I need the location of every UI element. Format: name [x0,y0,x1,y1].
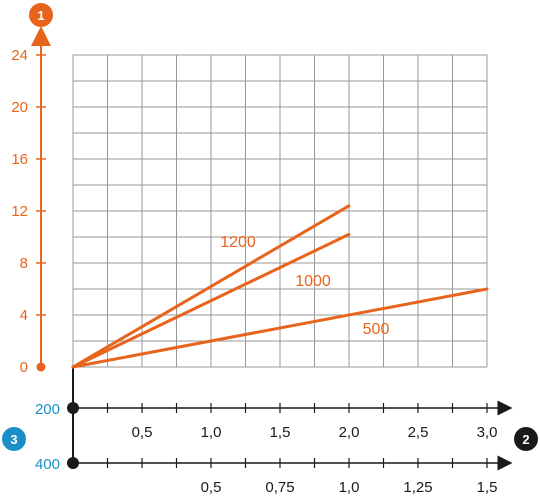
x-axis-secondary: 400 0,5 0,75 1,0 1,25 1,5 [35,455,513,496]
x-tick-label: 2,5 [408,424,429,441]
x-tick-label: 2,0 [339,424,360,441]
y-tick-label: 0 [20,359,28,376]
y-axis-badge: 1 [29,3,53,27]
x2-tick-label: 1,5 [477,479,498,496]
y-tick-label: 12 [11,203,28,220]
x-axis-badge-label: 2 [522,432,529,447]
x-tick-label: 3,0 [477,424,498,441]
series-lines: 1200 1000 500 [71,204,489,369]
x-tick-label: 1,0 [201,424,222,441]
series-line-500 [71,287,489,369]
x2-tick-label: 1,0 [339,479,360,496]
series-line-1200 [71,204,351,369]
y-axis-origin-dot [36,362,46,372]
x-axis-origin-label: 200 [35,401,60,418]
y-tick-label: 4 [20,307,28,324]
lower-axes-badge: 3 [2,427,26,451]
grid [72,54,488,368]
x2-tick-label: 1,25 [403,479,432,496]
y-tick-label: 24 [11,47,28,64]
y-tick-label: 8 [20,255,28,272]
y-axis-badge-label: 1 [37,8,44,23]
series-label-1200: 1200 [220,234,256,251]
x-axis: 200 0,5 1,0 1,5 2,0 2,5 3,0 [35,367,513,463]
y-axis: 0 4 8 12 16 20 24 [11,26,51,376]
y-tick-label: 20 [11,99,28,116]
y-tick-label: 16 [11,151,28,168]
series-line-1000 [71,232,351,369]
x2-tick-label: 0,5 [201,479,222,496]
x-tick-label: 1,5 [270,424,291,441]
x-axis-secondary-origin-label: 400 [35,456,60,473]
series-label-1000: 1000 [295,273,331,290]
x2-tick-label: 0,75 [265,479,294,496]
x-axis-badge: 2 [514,427,538,451]
lower-axes-badge-label: 3 [10,432,17,447]
x-axis-origin-dot [67,402,79,414]
x-axis-secondary-origin-dot [67,457,79,469]
x-tick-label: 0,5 [132,424,153,441]
series-label-500: 500 [363,321,390,338]
